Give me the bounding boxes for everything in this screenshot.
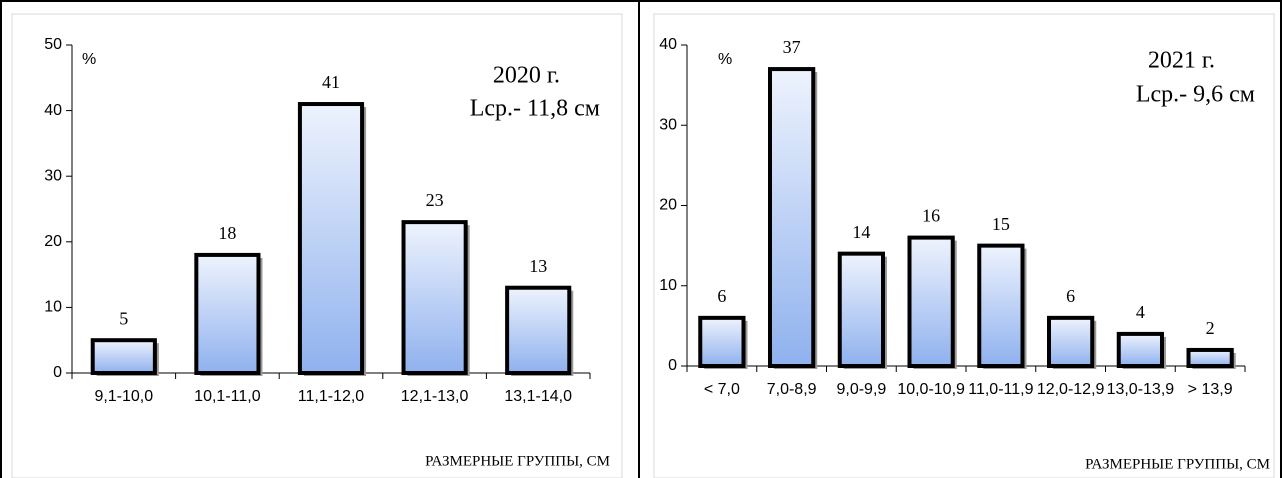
bar bbox=[837, 251, 885, 368]
bar bbox=[1116, 331, 1164, 368]
bar bbox=[194, 252, 261, 375]
bar bbox=[401, 220, 468, 375]
x-tick-label: 11,0-11,9 bbox=[968, 381, 1034, 398]
bar bbox=[768, 67, 816, 368]
annotation: Lcp.- 9,6 см bbox=[1136, 82, 1255, 108]
x-tick-label: 12,1-13,0 bbox=[400, 388, 469, 405]
value-label: 41 bbox=[322, 72, 340, 92]
x-axis-label: РАЗМЕРНЫЕ ГРУППЫ, СМ bbox=[425, 453, 610, 469]
y-tick-label: 20 bbox=[44, 233, 62, 250]
bar bbox=[698, 315, 746, 369]
x-tick-label: 12,0-12,9 bbox=[1036, 381, 1105, 398]
y-tick-label: 40 bbox=[659, 36, 677, 53]
bar bbox=[977, 243, 1025, 368]
bar bbox=[907, 235, 955, 368]
y-tick-label: 0 bbox=[53, 364, 62, 381]
x-tick-label: 7,0-8,9 bbox=[766, 381, 817, 398]
value-label: 5 bbox=[119, 308, 128, 328]
bar bbox=[297, 102, 365, 375]
value-label: 15 bbox=[992, 214, 1010, 234]
value-label: 16 bbox=[922, 206, 940, 226]
chart-border bbox=[653, 13, 1275, 478]
y-axis-label: % bbox=[718, 51, 732, 68]
x-tick-label: 10,0-10,9 bbox=[897, 381, 965, 398]
y-tick-label: 30 bbox=[44, 167, 62, 184]
x-axis-label: РАЗМЕРНЫЕ ГРУППЫ, СМ bbox=[1085, 456, 1270, 472]
value-label: 18 bbox=[218, 223, 236, 243]
y-tick-label: 50 bbox=[44, 36, 62, 53]
x-tick-label: 9,0-9,9 bbox=[836, 381, 887, 398]
annotation: 2021 г. bbox=[1148, 48, 1215, 74]
value-label: 4 bbox=[1136, 302, 1145, 322]
annotation: Lcp.- 11,8 см bbox=[470, 96, 600, 122]
x-tick-label: 11,1-12,0 bbox=[297, 388, 365, 405]
y-axis-label: % bbox=[82, 51, 96, 68]
x-tick-label: < 7,0 bbox=[703, 381, 740, 398]
bar bbox=[90, 338, 157, 376]
value-label: 14 bbox=[852, 222, 870, 242]
x-tick-label: > 13,9 bbox=[1187, 381, 1233, 398]
value-label: 23 bbox=[426, 190, 444, 210]
bar bbox=[1047, 315, 1095, 369]
x-tick-label: 13,0-13,9 bbox=[1106, 381, 1175, 398]
annotation: 2020 г. bbox=[493, 63, 560, 89]
value-label: 2 bbox=[1206, 318, 1215, 338]
bar bbox=[505, 285, 572, 375]
y-tick-label: 20 bbox=[659, 197, 677, 214]
x-tick-label: 13,1-14,0 bbox=[504, 388, 572, 405]
bar bbox=[1186, 347, 1234, 369]
value-label: 6 bbox=[717, 286, 726, 306]
value-label: 6 bbox=[1066, 286, 1075, 306]
x-tick-label: 9,1-10,0 bbox=[94, 388, 154, 405]
x-tick-label: 10,1-11,0 bbox=[194, 388, 261, 405]
y-tick-label: 10 bbox=[659, 277, 677, 294]
y-tick-label: 30 bbox=[659, 116, 677, 133]
value-label: 13 bbox=[529, 256, 547, 276]
y-tick-label: 40 bbox=[44, 102, 62, 119]
y-tick-label: 0 bbox=[668, 357, 677, 374]
y-tick-label: 10 bbox=[44, 299, 62, 316]
chart-border bbox=[11, 13, 623, 478]
value-label: 37 bbox=[783, 37, 801, 57]
